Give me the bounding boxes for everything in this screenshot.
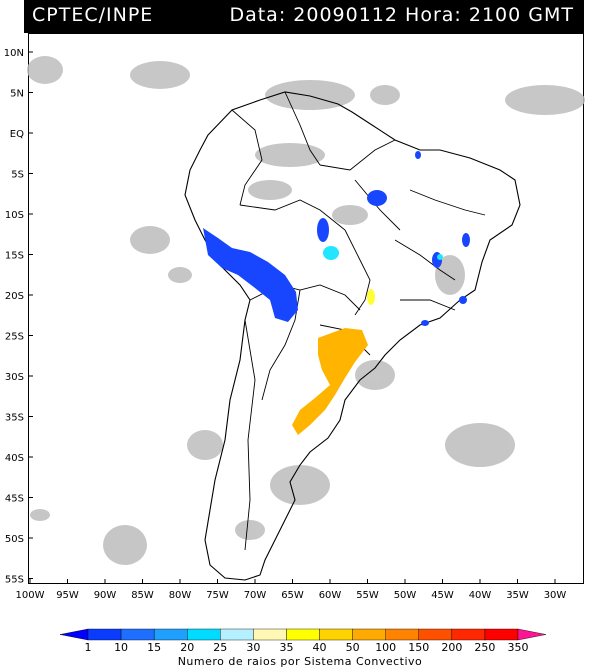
timestamp: Data: 20090112 Hora: 2100 GMT — [229, 4, 574, 26]
longitude-tick-label: 50W — [394, 590, 417, 601]
cloud-patch — [370, 85, 400, 105]
lightning-system-blue — [367, 190, 387, 206]
lightning-system-cyan — [323, 246, 339, 260]
cloud-patch — [30, 509, 50, 521]
latitude-tick-label: 45S — [5, 494, 24, 505]
border-line — [244, 319, 256, 551]
lightning-system-blue — [462, 233, 470, 247]
lightning-system-blue — [459, 296, 467, 304]
longitude-tick-label: 95W — [56, 590, 79, 601]
cloud-patch — [130, 61, 190, 89]
cloud-patch — [187, 430, 223, 460]
latitude-tick-label: 15S — [5, 251, 24, 262]
lightning-system-yellow — [367, 289, 375, 305]
cloud-patch — [168, 267, 192, 283]
hour-value: 2100 GMT — [468, 4, 574, 26]
latitude-tick-label: 50S — [5, 534, 24, 545]
colorbar-title: Numero de raios por Sistema Convectivo — [177, 655, 423, 668]
convective-systems — [203, 151, 470, 435]
latitude-tick-label: 5N — [10, 89, 24, 100]
cloud-patch — [270, 465, 330, 505]
latitude-tick-label: 20S — [5, 291, 24, 302]
longitude-tick-label: 35W — [506, 590, 529, 601]
lightning-system-cyan — [437, 254, 443, 260]
border-line — [409, 189, 486, 216]
lightning-system-blue — [317, 218, 329, 242]
map-header: CPTEC/INPE Data: 20090112 Hora: 2100 GMT — [24, 0, 584, 33]
longitude-tick-label: 55W — [356, 590, 379, 601]
country-borders — [231, 91, 486, 551]
latitude-tick-label: 55S — [5, 575, 24, 586]
border-line — [400, 299, 456, 311]
cloud-patch — [332, 205, 368, 225]
border-line — [344, 229, 371, 316]
latitude-tick-label: 5S — [11, 170, 24, 181]
border-line — [354, 179, 401, 231]
longitude-tick-label: 40W — [469, 590, 492, 601]
cloud-patch — [445, 423, 515, 467]
border-line — [394, 239, 456, 281]
longitude-tick-label: 85W — [131, 590, 154, 601]
cloud-patch — [130, 226, 170, 254]
cloud-cover — [27, 56, 585, 565]
longitude-tick-label: 100W — [16, 590, 45, 601]
lightning-system-orange — [292, 328, 368, 435]
cloud-patch — [355, 360, 395, 390]
lightning-system-blue — [415, 151, 421, 159]
cloud-patch — [235, 520, 265, 540]
longitude-tick-label: 65W — [281, 590, 304, 601]
coastline — [184, 91, 521, 581]
longitude-tick-label: 80W — [169, 590, 192, 601]
organization-name: CPTEC/INPE — [32, 4, 154, 26]
cloud-patch — [248, 180, 292, 200]
latitude-tick-label: 35S — [5, 413, 24, 424]
lightning-system-blue — [203, 228, 298, 322]
lightning-system-blue — [421, 320, 429, 326]
longitude-tick-label: 60W — [319, 590, 342, 601]
latitude-tick-label: 10N — [4, 48, 24, 59]
border-line — [284, 91, 321, 166]
cloud-patch — [27, 56, 63, 84]
date-value: 20090112 — [293, 4, 398, 26]
cloud-patch — [435, 255, 465, 295]
latitude-tick-label: 10S — [5, 210, 24, 221]
latitude-tick-label: 25S — [5, 332, 24, 343]
cloud-patch — [255, 143, 325, 167]
hour-label: Hora: — [405, 4, 462, 26]
latitude-tick-label: EQ — [10, 129, 24, 140]
date-label: Data: — [229, 4, 287, 26]
border-line — [239, 199, 346, 231]
latitude-tick-label: 40S — [5, 453, 24, 464]
cloud-patch — [103, 525, 147, 565]
longitude-tick-label: 70W — [244, 590, 267, 601]
longitude-tick-label: 75W — [206, 590, 229, 601]
border-line — [319, 139, 396, 171]
latitude-tick-label: 30S — [5, 372, 24, 383]
longitude-tick-label: 90W — [94, 590, 117, 601]
longitude-tick-label: 45W — [431, 590, 454, 601]
longitude-tick-label: 30W — [544, 590, 567, 601]
cloud-patch — [505, 85, 585, 115]
border-line — [231, 109, 263, 206]
